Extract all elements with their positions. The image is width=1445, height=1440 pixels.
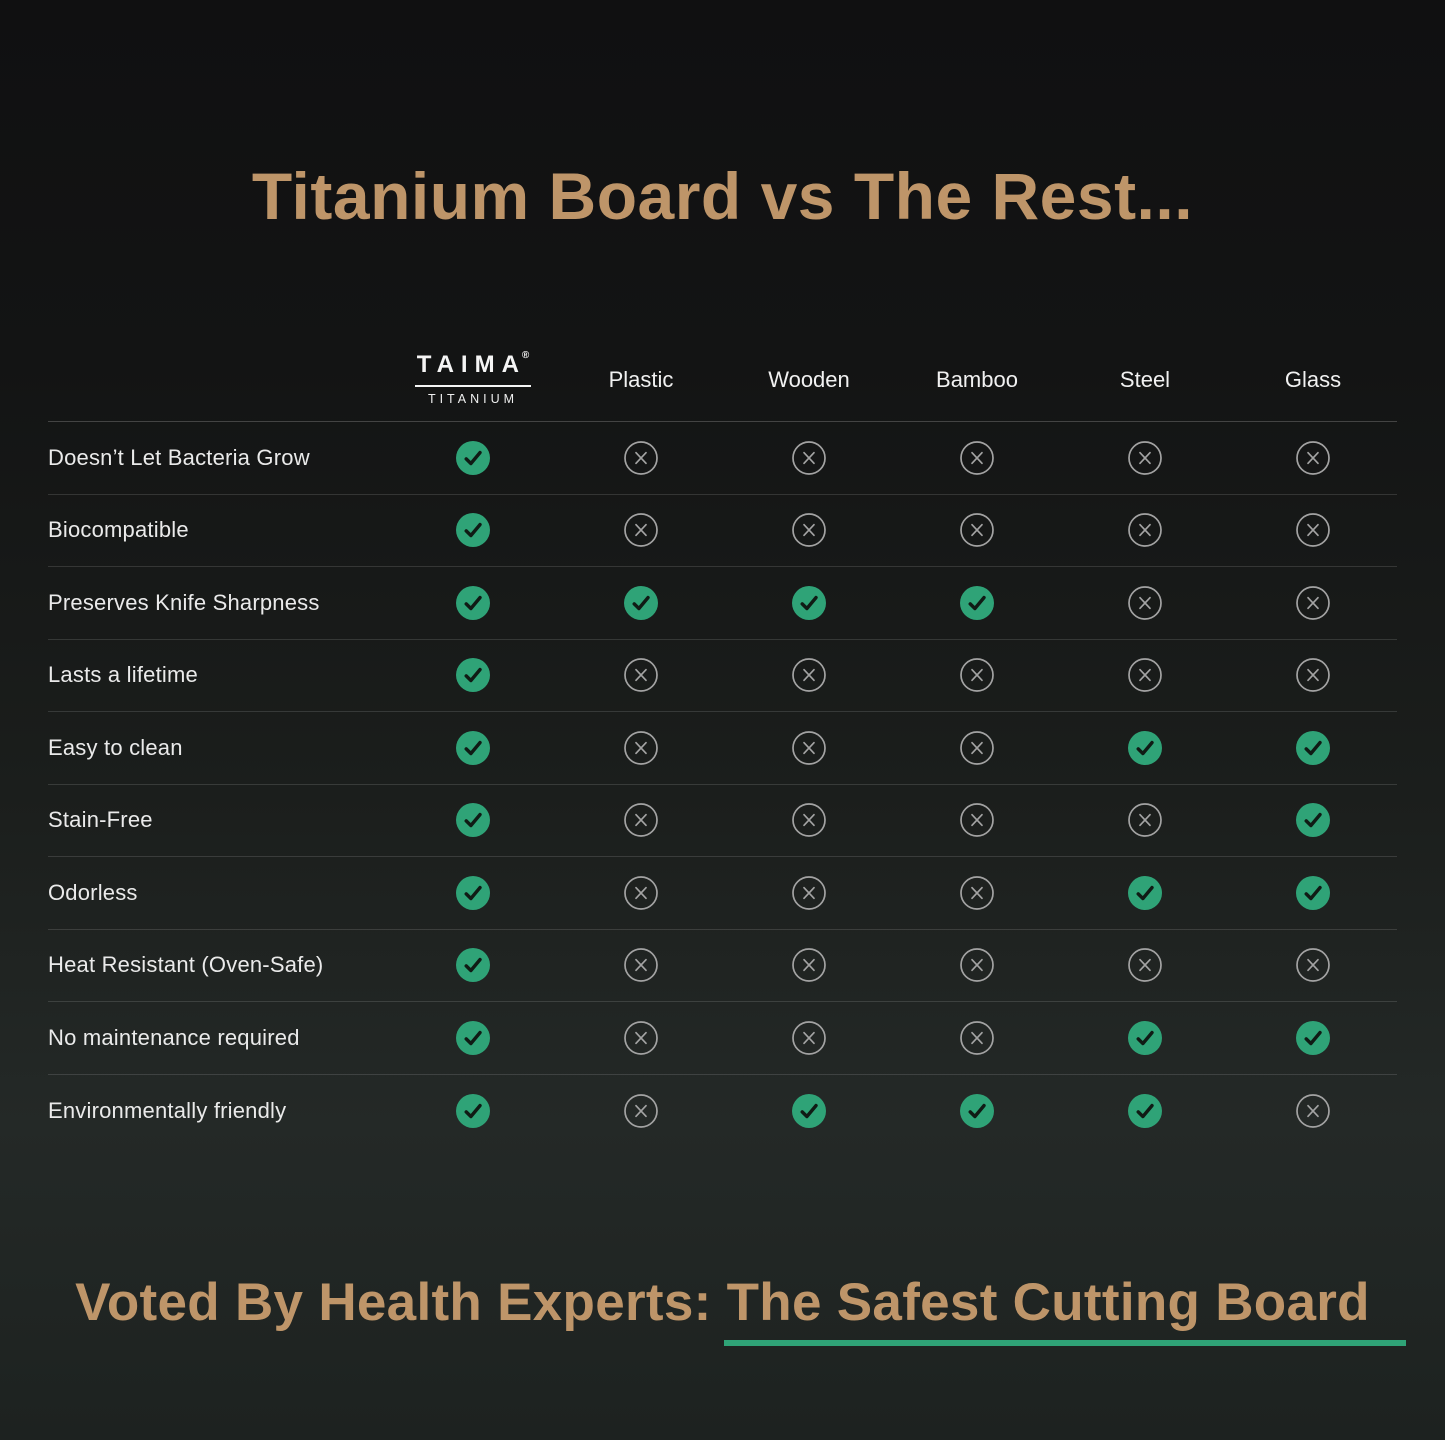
check-icon: [1061, 730, 1229, 765]
cross-icon: [557, 440, 725, 475]
cross-icon: [1229, 658, 1397, 693]
feature-label: No maintenance required: [48, 1024, 300, 1050]
column-header-steel: Steel: [1119, 366, 1171, 392]
cross-icon: [725, 1020, 893, 1055]
cross-icon: [893, 803, 1061, 838]
brand-subtitle: TITANIUM: [427, 391, 519, 406]
cross-icon: [1229, 585, 1397, 620]
footer-claim: Voted By Health Experts: The Safest Cutt…: [0, 1272, 1445, 1346]
cross-icon: [557, 1020, 725, 1055]
footer-claim-highlight: The Safest Cutting Board: [723, 1273, 1407, 1346]
cross-icon: [1061, 440, 1229, 475]
cross-icon: [725, 875, 893, 910]
cross-icon: [1229, 948, 1397, 983]
page-title: Titanium Board vs The Rest...: [251, 159, 1194, 234]
brand-wordmark: TAIMA: [416, 350, 526, 378]
table-row: Lasts a lifetime: [48, 640, 1397, 712]
cross-icon: [1061, 658, 1229, 693]
column-header-glass: Glass: [1284, 366, 1342, 392]
brand-logo: TAIMA® TITANIUM: [389, 350, 557, 406]
table-row: Easy to clean: [48, 712, 1397, 785]
feature-label: Lasts a lifetime: [48, 662, 198, 688]
check-icon: [389, 730, 557, 765]
cross-icon: [1229, 1093, 1397, 1128]
cross-icon: [1061, 513, 1229, 548]
table-row: Stain-Free: [48, 785, 1397, 857]
cross-icon: [893, 730, 1061, 765]
cross-icon: [557, 730, 725, 765]
table-row: Biocompatible: [48, 495, 1397, 567]
cross-icon: [1061, 585, 1229, 620]
check-icon: [893, 585, 1061, 620]
column-header-wooden: Wooden: [768, 366, 850, 392]
check-icon: [389, 1093, 557, 1128]
check-icon: [1229, 730, 1397, 765]
check-icon: [1229, 1020, 1397, 1055]
cross-icon: [893, 658, 1061, 693]
brand-name: TAIMA®: [414, 349, 532, 387]
check-icon: [389, 440, 557, 475]
check-icon: [389, 1020, 557, 1055]
table-row: Heat Resistant (Oven-Safe): [48, 930, 1397, 1002]
cross-icon: [557, 875, 725, 910]
check-icon: [389, 585, 557, 620]
feature-label: Easy to clean: [48, 734, 183, 760]
table-row: Doesn’t Let Bacteria Grow: [48, 422, 1397, 495]
feature-label: Doesn’t Let Bacteria Grow: [48, 444, 310, 470]
column-header-bamboo: Bamboo: [936, 366, 1018, 392]
check-icon: [1061, 1020, 1229, 1055]
check-icon: [1061, 1093, 1229, 1128]
cross-icon: [1229, 440, 1397, 475]
comparison-table: TAIMA® TITANIUM Plastic Wooden Bamboo St…: [48, 338, 1397, 1147]
cross-icon: [725, 658, 893, 693]
cross-icon: [557, 803, 725, 838]
cross-icon: [725, 948, 893, 983]
check-icon: [389, 658, 557, 693]
feature-label: Heat Resistant (Oven-Safe): [48, 952, 324, 978]
check-icon: [1061, 875, 1229, 910]
cross-icon: [893, 948, 1061, 983]
cross-icon: [557, 948, 725, 983]
cross-icon: [1229, 513, 1397, 548]
check-icon: [725, 585, 893, 620]
table-body: Doesn’t Let Bacteria Grow Biocompatible Pr…: [48, 422, 1397, 1147]
cross-icon: [893, 440, 1061, 475]
cross-icon: [1061, 948, 1229, 983]
feature-label: Environmentally friendly: [48, 1097, 287, 1123]
table-row: Environmentally friendly: [48, 1075, 1397, 1148]
table-row: Odorless: [48, 857, 1397, 930]
check-icon: [1229, 803, 1397, 838]
check-icon: [1229, 875, 1397, 910]
cross-icon: [557, 513, 725, 548]
feature-label: Stain-Free: [48, 807, 153, 833]
check-icon: [557, 585, 725, 620]
feature-label: Biocompatible: [48, 517, 189, 543]
check-icon: [389, 803, 557, 838]
cross-icon: [557, 658, 725, 693]
cross-icon: [893, 513, 1061, 548]
check-icon: [389, 875, 557, 910]
cross-icon: [725, 730, 893, 765]
registered-trademark-icon: ®: [521, 349, 530, 361]
cross-icon: [893, 1020, 1061, 1055]
column-header-plastic: Plastic: [608, 366, 674, 392]
cross-icon: [1061, 803, 1229, 838]
table-row: Preserves Knife Sharpness: [48, 567, 1397, 640]
cross-icon: [557, 1093, 725, 1128]
cross-icon: [725, 513, 893, 548]
table-row: No maintenance required: [48, 1002, 1397, 1075]
cross-icon: [725, 803, 893, 838]
cross-icon: [893, 875, 1061, 910]
feature-label: Odorless: [48, 879, 138, 905]
table-header-row: TAIMA® TITANIUM Plastic Wooden Bamboo St…: [48, 338, 1397, 422]
check-icon: [725, 1093, 893, 1128]
check-icon: [389, 513, 557, 548]
feature-label: Preserves Knife Sharpness: [48, 589, 320, 615]
check-icon: [389, 948, 557, 983]
footer-claim-prefix: Voted By Health Experts:: [75, 1273, 727, 1332]
check-icon: [893, 1093, 1061, 1128]
cross-icon: [725, 440, 893, 475]
